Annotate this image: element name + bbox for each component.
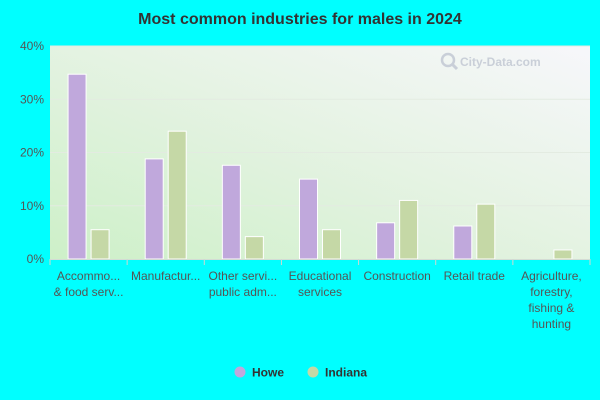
bar-indiana-3: [322, 229, 341, 260]
category-label: Agriculture,: [521, 269, 582, 283]
bar-howe-5: [453, 225, 473, 260]
bar-indiana-2: [244, 236, 264, 260]
bar-howe-3: [299, 178, 318, 260]
bar-indiana-5: [476, 203, 496, 260]
bar-howe-1: [144, 158, 164, 260]
y-tick-label: 0%: [27, 252, 45, 266]
x-axis: Accommo... & food serv... Manufactur... Oth…: [49, 259, 591, 331]
y-tick-label: 10%: [20, 199, 44, 213]
bar-indiana-1: [167, 130, 187, 260]
bar-indiana-4: [399, 199, 419, 260]
category-label: Retail trade: [444, 269, 506, 283]
bar-indiana-6: [553, 249, 573, 260]
bar-indiana-0: [90, 229, 110, 260]
category-label: Accommo...: [57, 269, 120, 283]
city-data-watermark: City-Data.com: [440, 52, 541, 71]
legend-label: Howe: [252, 366, 284, 380]
bar-howe-2: [221, 164, 241, 260]
category-label: Construction: [363, 269, 430, 283]
category-label: services: [298, 285, 342, 299]
grid-lines: [50, 45, 590, 207]
category-label: fishing &: [528, 301, 574, 315]
category-label: hunting: [532, 317, 571, 331]
y-tick-label: 20%: [20, 146, 44, 160]
y-tick-label: 30%: [20, 92, 44, 106]
bars: [67, 73, 573, 260]
bar-howe-0: [67, 73, 87, 260]
legend-label: Indiana: [325, 366, 367, 380]
svg-text:City-Data.com: City-Data.com: [460, 55, 541, 69]
category-label: Other servi...: [209, 269, 278, 283]
chart-title: Most common industries for males in 2024: [138, 11, 462, 28]
category-label: Educational: [289, 269, 352, 283]
category-label: forestry,: [530, 285, 572, 299]
y-axis: 0% 10% 20% 30% 40%: [20, 39, 44, 266]
y-tick-label: 40%: [20, 39, 44, 53]
legend: Howe Indiana: [234, 366, 367, 380]
legend-swatch-indiana: [307, 366, 319, 378]
category-label: & food serv...: [54, 285, 124, 299]
category-label: Manufactur...: [131, 269, 200, 283]
legend-swatch-howe: [234, 366, 246, 378]
category-label: public adm...: [209, 285, 277, 299]
bar-howe-4: [376, 222, 396, 260]
